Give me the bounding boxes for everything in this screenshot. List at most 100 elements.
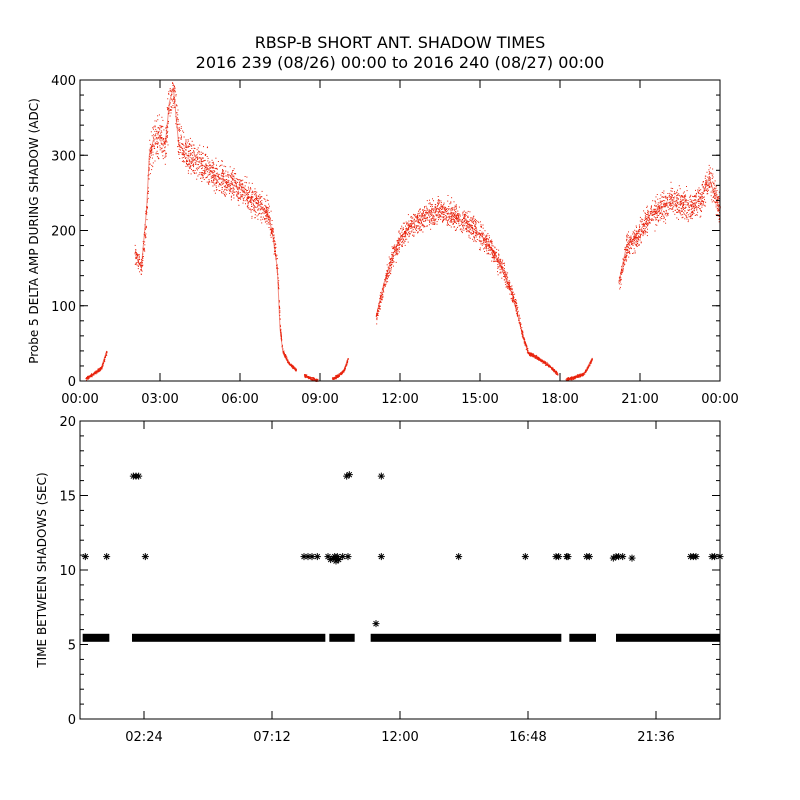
top-data-point xyxy=(233,175,235,177)
top-data-point xyxy=(399,243,401,245)
top-data-point xyxy=(249,188,251,190)
top-data-point xyxy=(386,270,388,272)
top-data-point xyxy=(200,177,201,179)
top-data-point xyxy=(148,174,150,176)
top-data-point xyxy=(192,159,194,161)
top-data-point xyxy=(689,201,691,203)
top-data-point xyxy=(171,94,173,95)
top-data-point xyxy=(179,158,181,159)
top-data-point xyxy=(533,354,535,356)
top-data-point xyxy=(202,174,204,176)
top-data-point xyxy=(152,136,154,138)
top-data-point xyxy=(211,159,213,161)
top-data-point xyxy=(708,178,710,180)
top-data-point xyxy=(485,245,487,247)
top-data-point xyxy=(462,212,464,214)
top-data-point xyxy=(295,369,297,371)
top-data-point xyxy=(176,104,177,106)
top-data-point xyxy=(488,235,490,237)
top-data-point xyxy=(430,206,432,207)
top-data-point xyxy=(623,264,625,266)
top-data-point xyxy=(485,245,487,247)
top-data-point xyxy=(225,185,227,187)
top-data-point xyxy=(654,200,656,202)
top-data-point xyxy=(293,366,294,367)
top-data-point xyxy=(442,211,444,212)
top-data-point xyxy=(394,251,396,252)
top-data-point xyxy=(406,233,408,235)
top-data-point xyxy=(656,209,658,211)
top-data-point xyxy=(659,213,661,214)
top-data-point xyxy=(137,255,139,257)
top-data-point xyxy=(416,218,418,220)
top-data-point xyxy=(153,146,155,147)
top-data-point xyxy=(455,205,457,207)
top-data-point xyxy=(401,227,403,229)
top-data-point xyxy=(260,206,262,208)
top-data-point xyxy=(230,182,232,184)
top-data-point xyxy=(187,145,189,147)
top-data-point xyxy=(511,285,513,287)
top-data-point xyxy=(180,152,182,153)
top-data-point xyxy=(436,208,438,210)
top-data-point xyxy=(681,210,683,212)
top-data-point xyxy=(657,206,659,208)
top-data-point xyxy=(634,234,636,236)
top-data-point xyxy=(666,197,668,199)
top-data-point xyxy=(451,213,453,215)
top-data-point xyxy=(702,204,704,206)
top-data-point xyxy=(259,194,261,196)
top-data-point xyxy=(273,237,275,239)
top-data-point xyxy=(415,216,416,218)
top-data-point xyxy=(693,203,695,205)
top-data-point xyxy=(192,170,194,172)
top-data-point xyxy=(270,233,272,234)
top-data-point xyxy=(419,228,421,230)
top-data-point xyxy=(626,235,628,237)
top-data-point xyxy=(194,159,196,160)
top-data-point xyxy=(140,269,142,271)
top-data-point xyxy=(212,165,214,166)
top-data-point xyxy=(648,217,650,219)
top-data-point xyxy=(626,235,628,237)
top-data-point xyxy=(700,189,702,191)
top-data-point xyxy=(556,372,558,374)
top-data-point xyxy=(153,126,155,128)
top-data-point xyxy=(428,224,430,226)
top-data-point xyxy=(458,219,460,221)
top-data-point xyxy=(634,243,636,245)
top-data-point xyxy=(695,214,697,216)
top-data-point xyxy=(155,133,156,135)
top-data-point xyxy=(386,273,388,275)
top-data-point xyxy=(467,223,469,225)
top-data-point xyxy=(682,216,684,218)
top-data-point xyxy=(662,218,664,220)
top-data-point xyxy=(219,165,221,167)
top-data-point xyxy=(658,209,660,211)
top-data-point xyxy=(411,231,413,233)
top-data-point xyxy=(468,227,470,229)
top-data-point xyxy=(449,208,451,210)
top-data-point xyxy=(394,252,396,254)
top-data-point xyxy=(439,211,441,213)
top-data-point xyxy=(545,361,546,363)
top-data-point xyxy=(382,295,384,297)
top-data-point xyxy=(670,205,672,207)
top-data-point xyxy=(448,223,449,225)
top-data-point xyxy=(501,277,503,279)
top-data-point xyxy=(447,208,449,209)
top-data-point xyxy=(285,357,287,359)
top-data-point xyxy=(145,213,147,215)
top-data-point xyxy=(102,363,104,365)
top-data-point xyxy=(144,234,146,236)
top-data-point xyxy=(465,225,467,227)
top-data-point xyxy=(262,218,264,220)
top-data-point xyxy=(252,199,254,201)
top-data-point xyxy=(686,190,688,192)
top-data-point xyxy=(677,211,679,213)
top-data-point xyxy=(506,274,508,275)
top-data-point xyxy=(475,220,477,222)
top-data-point xyxy=(252,196,254,198)
top-data-point xyxy=(444,209,446,211)
top-data-point xyxy=(670,190,672,192)
